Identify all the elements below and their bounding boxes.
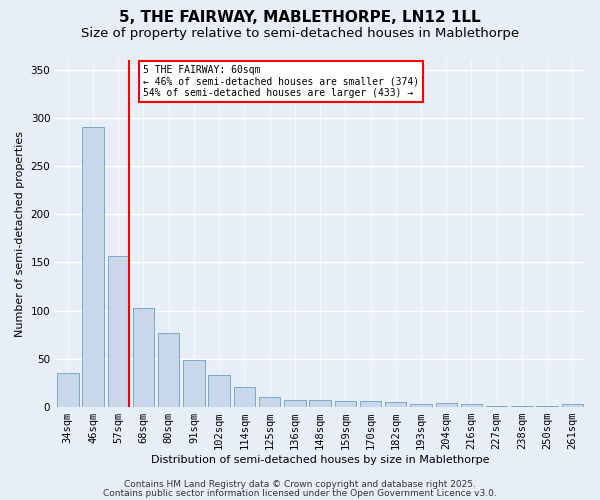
- Bar: [233, 387, 255, 407]
- Bar: [158, 333, 179, 407]
- Bar: [436, 403, 457, 407]
- Text: 5 THE FAIRWAY: 60sqm
← 46% of semi-detached houses are smaller (374)
54% of semi: 5 THE FAIRWAY: 60sqm ← 46% of semi-detac…: [143, 65, 419, 98]
- Text: Size of property relative to semi-detached houses in Mablethorpe: Size of property relative to semi-detach…: [81, 28, 519, 40]
- Bar: [82, 128, 104, 407]
- Text: Contains HM Land Registry data © Crown copyright and database right 2025.: Contains HM Land Registry data © Crown c…: [124, 480, 476, 489]
- Bar: [461, 404, 482, 407]
- Bar: [310, 400, 331, 407]
- Bar: [536, 406, 558, 407]
- Bar: [284, 400, 305, 407]
- Y-axis label: Number of semi-detached properties: Number of semi-detached properties: [15, 130, 25, 336]
- Bar: [335, 402, 356, 407]
- Bar: [107, 256, 129, 407]
- Bar: [208, 376, 230, 407]
- Bar: [385, 402, 406, 407]
- Bar: [511, 406, 533, 407]
- Bar: [360, 402, 381, 407]
- X-axis label: Distribution of semi-detached houses by size in Mablethorpe: Distribution of semi-detached houses by …: [151, 455, 490, 465]
- Bar: [57, 374, 79, 407]
- Bar: [133, 308, 154, 407]
- Text: 5, THE FAIRWAY, MABLETHORPE, LN12 1LL: 5, THE FAIRWAY, MABLETHORPE, LN12 1LL: [119, 10, 481, 25]
- Bar: [259, 398, 280, 407]
- Bar: [562, 404, 583, 407]
- Bar: [183, 360, 205, 407]
- Bar: [486, 406, 508, 407]
- Bar: [410, 404, 432, 407]
- Text: Contains public sector information licensed under the Open Government Licence v3: Contains public sector information licen…: [103, 488, 497, 498]
